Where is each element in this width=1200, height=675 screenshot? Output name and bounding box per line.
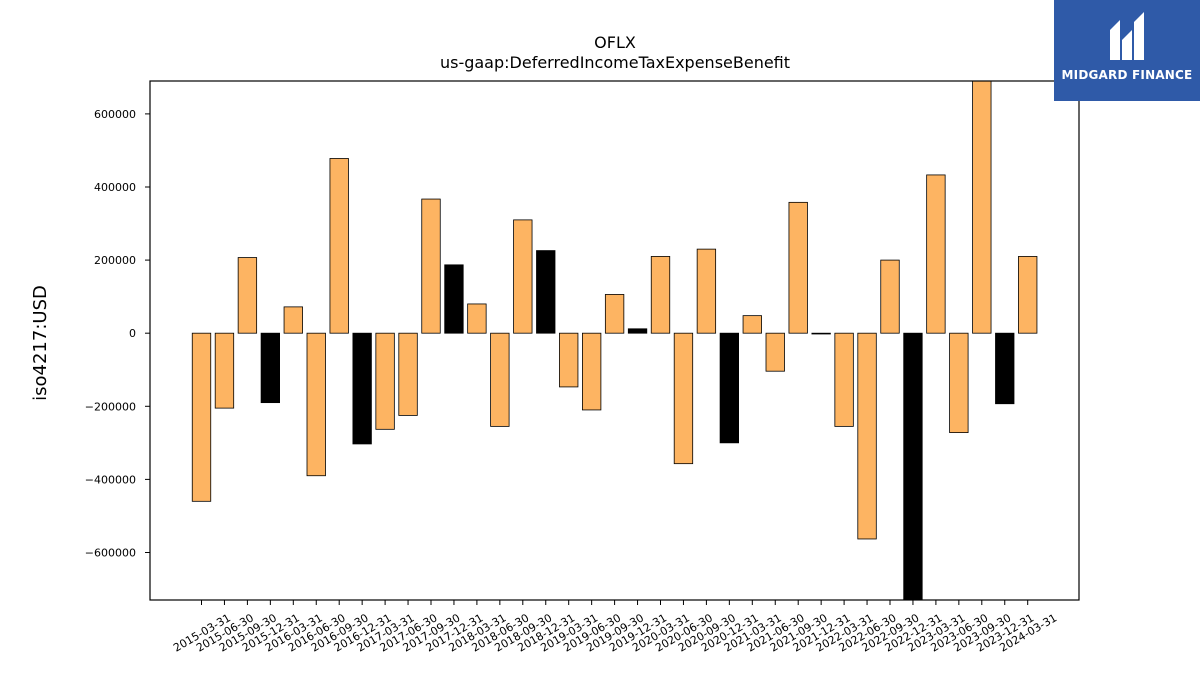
bar-2023-03-31 xyxy=(926,174,946,334)
brand-name: MIDGARD FINANCE xyxy=(1061,68,1193,82)
bar-2016-06-30 xyxy=(306,332,326,477)
y-tick-label: 200000 xyxy=(94,254,136,267)
bar-2017-06-30 xyxy=(398,332,418,416)
bar-2015-06-30 xyxy=(214,332,235,409)
bar-2017-12-31 xyxy=(444,264,464,334)
bar-2022-03-31 xyxy=(834,332,854,427)
bar-2021-12-31 xyxy=(811,332,831,335)
bar-2017-09-30 xyxy=(421,198,441,334)
y-ticks-group: −600000 −400000 −200000 0 200000 400000 600000 xyxy=(85,108,150,559)
bar-2016-09-30 xyxy=(329,158,349,334)
bar-2023-12-31 xyxy=(995,332,1015,405)
y-tick-label: 400000 xyxy=(94,181,136,194)
bar-2015-03-31 xyxy=(191,332,212,502)
bar-2022-09-30 xyxy=(880,259,900,334)
bars-group xyxy=(191,80,1038,600)
y-tick-label: 0 xyxy=(129,327,136,340)
bar-2019-12-31 xyxy=(627,328,648,334)
plot-frame xyxy=(149,80,1080,601)
bar-2020-06-30 xyxy=(673,332,694,465)
y-tick-label: −600000 xyxy=(85,546,136,559)
bar-2019-09-30 xyxy=(604,294,625,334)
bar-2022-12-31 xyxy=(903,332,923,600)
bar-2020-12-31 xyxy=(719,332,739,444)
bar-2018-03-31 xyxy=(467,303,487,334)
x-ticks-group: 2015-03-312015-06-302015-09-302015-12-31… xyxy=(171,600,1059,655)
chart-title: OFLX xyxy=(594,33,636,52)
bar-2018-12-31 xyxy=(536,250,556,334)
bar-2017-03-31 xyxy=(375,332,395,430)
bar-2020-09-30 xyxy=(696,248,717,334)
bar-2019-03-31 xyxy=(559,332,579,388)
chart-subtitle: us-gaap:DeferredIncomeTaxExpenseBenefit xyxy=(440,53,790,72)
y-tick-label: 600000 xyxy=(94,108,136,121)
bar-2016-03-31 xyxy=(283,306,303,334)
bar-2023-06-30 xyxy=(949,332,969,434)
bar-2020-03-31 xyxy=(650,256,671,334)
midgard-logo-icon xyxy=(1110,12,1144,60)
bar-2022-06-30 xyxy=(857,332,877,540)
y-axis-label: iso4217:USD xyxy=(30,285,51,401)
bar-2018-06-30 xyxy=(490,332,510,427)
bar-2021-09-30 xyxy=(788,201,808,334)
brand-logo: MIDGARD FINANCE xyxy=(1054,0,1200,101)
bar-2015-09-30 xyxy=(237,257,258,334)
y-tick-label: −200000 xyxy=(85,400,136,413)
bar-2018-09-30 xyxy=(513,219,533,334)
bar-2023-09-30 xyxy=(972,80,992,334)
bar-2021-03-31 xyxy=(742,315,762,334)
bar-2024-03-31 xyxy=(1018,256,1038,334)
bar-2019-06-30 xyxy=(582,332,602,411)
y-tick-label: −400000 xyxy=(85,473,136,486)
bar-2021-06-30 xyxy=(765,332,785,372)
bar-2015-12-31 xyxy=(260,332,281,404)
bar-2016-12-31 xyxy=(352,332,372,445)
